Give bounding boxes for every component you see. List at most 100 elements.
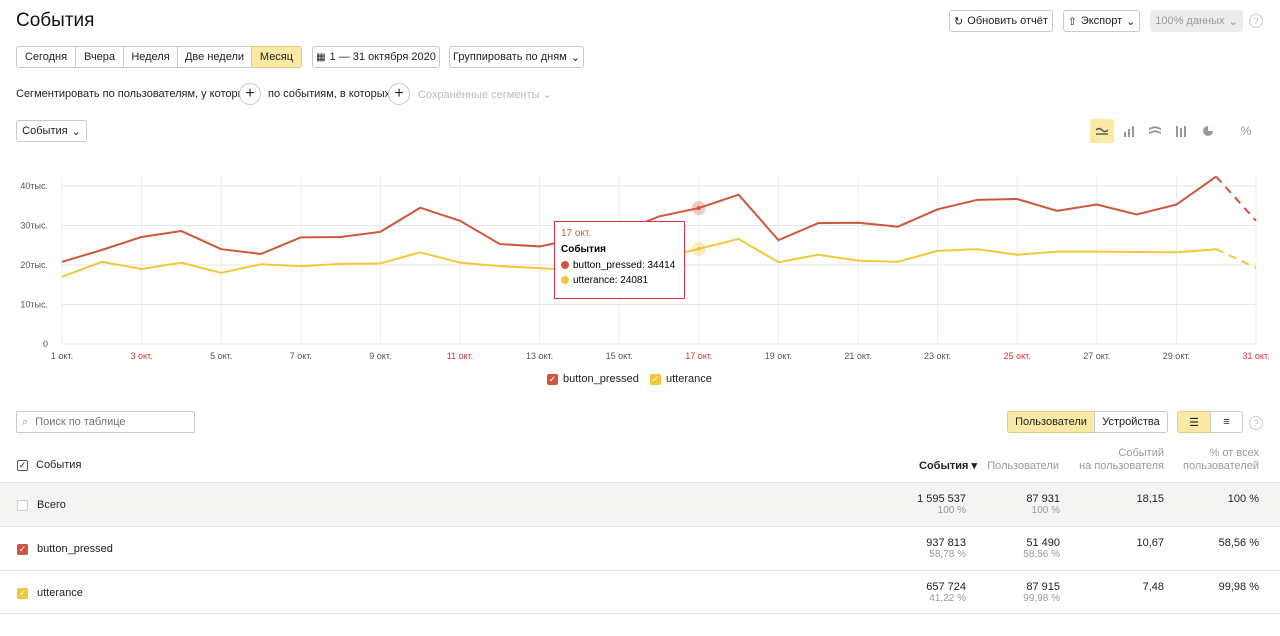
x-tick-label: 17 окт. bbox=[685, 351, 712, 361]
x-tick-label: 13 окт. bbox=[526, 351, 553, 361]
x-tick-label: 9 окт. bbox=[369, 351, 391, 361]
export-button[interactable]: ⇧ Экспорт ⌄ bbox=[1063, 10, 1140, 32]
search-icon: ⌕ bbox=[22, 415, 29, 428]
period-month[interactable]: Месяц bbox=[251, 46, 302, 68]
row-name: Всего bbox=[37, 499, 66, 511]
row-name: utterance bbox=[37, 587, 83, 599]
percent-toggle[interactable]: % bbox=[1240, 124, 1252, 138]
period-yesterday[interactable]: Вчера bbox=[75, 46, 124, 68]
table-row[interactable]: ✓ utterance 657 724 41,22 % 87 915 99,98 %… bbox=[0, 570, 1280, 614]
table-row[interactable]: ✓ button_pressed 937 813 58,78 % 51 490 58… bbox=[0, 526, 1280, 570]
data-sampling-select[interactable]: 100% данных ⌄ bbox=[1150, 10, 1243, 32]
select-all-events[interactable]: ✓ События bbox=[17, 459, 82, 471]
segment-events-label: по событиям, в которых bbox=[268, 88, 391, 100]
per-user-cell: 7,48 bbox=[1142, 581, 1164, 593]
plus-icon: + bbox=[394, 85, 404, 102]
hover-point bbox=[696, 246, 701, 251]
stacked-area-icon[interactable] bbox=[1143, 119, 1167, 143]
list-icon: ☰ bbox=[1189, 416, 1199, 429]
line-chart-icon[interactable] bbox=[1090, 119, 1114, 143]
x-tick-label: 29 окт. bbox=[1163, 351, 1190, 361]
tooltip-date: 17 окт. bbox=[561, 228, 592, 239]
y-tick-label: 30тыс. bbox=[20, 221, 48, 231]
legend-utterance[interactable]: ✓ utterance bbox=[650, 373, 712, 385]
toggle-devices[interactable]: Устройства bbox=[1094, 411, 1168, 433]
pie-chart-icon[interactable] bbox=[1196, 119, 1220, 143]
column-header-events-per-user[interactable]: Событий на пользователя bbox=[1079, 447, 1164, 472]
column-header-events[interactable]: События ▾ bbox=[919, 460, 977, 472]
page-title: События bbox=[16, 10, 95, 31]
add-event-segment-button[interactable]: + bbox=[388, 83, 410, 105]
events-cell: 937 813 58,78 % bbox=[926, 537, 966, 560]
bar-chart-icon[interactable] bbox=[1117, 119, 1141, 143]
table-search[interactable]: ⌕ bbox=[16, 411, 195, 433]
column-header-pct-users[interactable]: % от всех пользователей bbox=[1183, 447, 1259, 472]
period-week[interactable]: Неделя bbox=[123, 46, 178, 68]
chevron-down-icon: ⌄ bbox=[71, 125, 81, 138]
tooltip-title: События bbox=[561, 244, 606, 255]
refresh-icon: ↻ bbox=[954, 15, 964, 28]
x-tick-label: 25 окт. bbox=[1004, 351, 1031, 361]
add-user-segment-button[interactable]: + bbox=[239, 83, 261, 105]
checkbox-checked-icon: ✓ bbox=[650, 373, 661, 385]
checkbox-checked-icon: ✓ bbox=[17, 459, 28, 471]
flat-list-view-button[interactable]: ☰ bbox=[1177, 411, 1211, 433]
per-user-cell: 10,67 bbox=[1136, 537, 1164, 549]
series-forecast-utterance bbox=[1215, 248, 1257, 269]
series-dot-icon bbox=[561, 276, 569, 285]
series-forecast-button_pressed bbox=[1215, 175, 1257, 222]
x-tick-label: 1 окт. bbox=[51, 351, 73, 361]
chevron-down-icon: ⌄ bbox=[570, 51, 580, 64]
y-tick-label: 0 bbox=[43, 339, 48, 349]
events-cell: 657 724 41,22 % bbox=[926, 581, 966, 604]
chart-tooltip: 17 окт. События button_pressed: 34414 ut… bbox=[554, 221, 685, 299]
tooltip-row-button-pressed: button_pressed: 34414 bbox=[561, 260, 678, 271]
calendar-icon: ▦ bbox=[316, 51, 326, 63]
x-tick-label: 5 окт. bbox=[210, 351, 232, 361]
hover-point bbox=[696, 206, 701, 211]
x-tick-label: 27 окт. bbox=[1083, 351, 1110, 361]
chevron-down-icon: ⌄ bbox=[542, 89, 552, 101]
per-user-cell: 18,15 bbox=[1136, 493, 1164, 505]
x-tick-label: 23 окт. bbox=[924, 351, 951, 361]
users-cell: 87 931 100 % bbox=[1026, 493, 1060, 516]
x-tick-label: 7 окт. bbox=[290, 351, 312, 361]
pct-cell: 58,56 % bbox=[1218, 537, 1259, 549]
segment-users-label: Сегментировать по пользователям, у котор… bbox=[16, 88, 252, 100]
period-two-weeks[interactable]: Две недели bbox=[177, 46, 252, 68]
chevron-down-icon: ⌄ bbox=[1228, 15, 1238, 28]
pct-cell: 99,98 % bbox=[1218, 581, 1259, 593]
x-tick-label: 19 окт. bbox=[765, 351, 792, 361]
chevron-down-icon: ⌄ bbox=[1126, 15, 1136, 28]
tree-view-button[interactable]: ≡ bbox=[1210, 411, 1243, 433]
group-by-select[interactable]: Группировать по дням ⌄ bbox=[449, 46, 584, 68]
x-tick-label: 31 окт. bbox=[1242, 351, 1269, 361]
y-tick-label: 40тыс. bbox=[20, 181, 48, 191]
checkbox-checked-icon[interactable]: ✓ bbox=[17, 544, 28, 555]
checkbox-unchecked-icon[interactable] bbox=[17, 500, 28, 511]
date-range-picker[interactable]: ▦ 1 — 31 октября 2020 bbox=[312, 46, 440, 68]
saved-segments-select[interactable]: Сохранённые сегменты ⌄ bbox=[418, 89, 552, 101]
series-dot-icon bbox=[561, 261, 569, 270]
table-row[interactable]: Всего 1 595 537 100 % 87 931 100 % 18,15 1… bbox=[0, 482, 1280, 526]
column-header-users[interactable]: Пользователи bbox=[987, 460, 1059, 472]
legend-button-pressed[interactable]: ✓ button_pressed bbox=[547, 373, 639, 385]
checkbox-checked-icon[interactable]: ✓ bbox=[17, 588, 28, 599]
y-tick-label: 20тыс. bbox=[20, 260, 48, 270]
users-cell: 87 915 99,98 % bbox=[1023, 581, 1060, 604]
refresh-report-button[interactable]: ↻ Обновить отчёт bbox=[949, 10, 1053, 32]
events-line-chart: 0 10тыс. 20тыс. 30тыс. 40тыс. 1 окт. 3 окт. 5 о… bbox=[20, 175, 1270, 361]
tree-list-icon: ≡ bbox=[1223, 416, 1230, 428]
tooltip-row-utterance: utterance: 24081 bbox=[561, 275, 678, 286]
table-search-input[interactable] bbox=[33, 415, 188, 429]
help-icon[interactable]: ? bbox=[1249, 14, 1263, 28]
x-tick-label: 21 окт. bbox=[844, 351, 871, 361]
plus-icon: + bbox=[245, 85, 255, 102]
y-tick-label: 10тыс. bbox=[20, 300, 48, 310]
help-icon[interactable]: ? bbox=[1249, 416, 1263, 430]
stacked-bar-icon[interactable] bbox=[1169, 119, 1193, 143]
metric-select[interactable]: События ⌄ bbox=[16, 120, 87, 142]
toggle-users[interactable]: Пользователи bbox=[1007, 411, 1095, 433]
period-today[interactable]: Сегодня bbox=[16, 46, 76, 68]
x-tick-label: 11 окт. bbox=[447, 351, 474, 361]
